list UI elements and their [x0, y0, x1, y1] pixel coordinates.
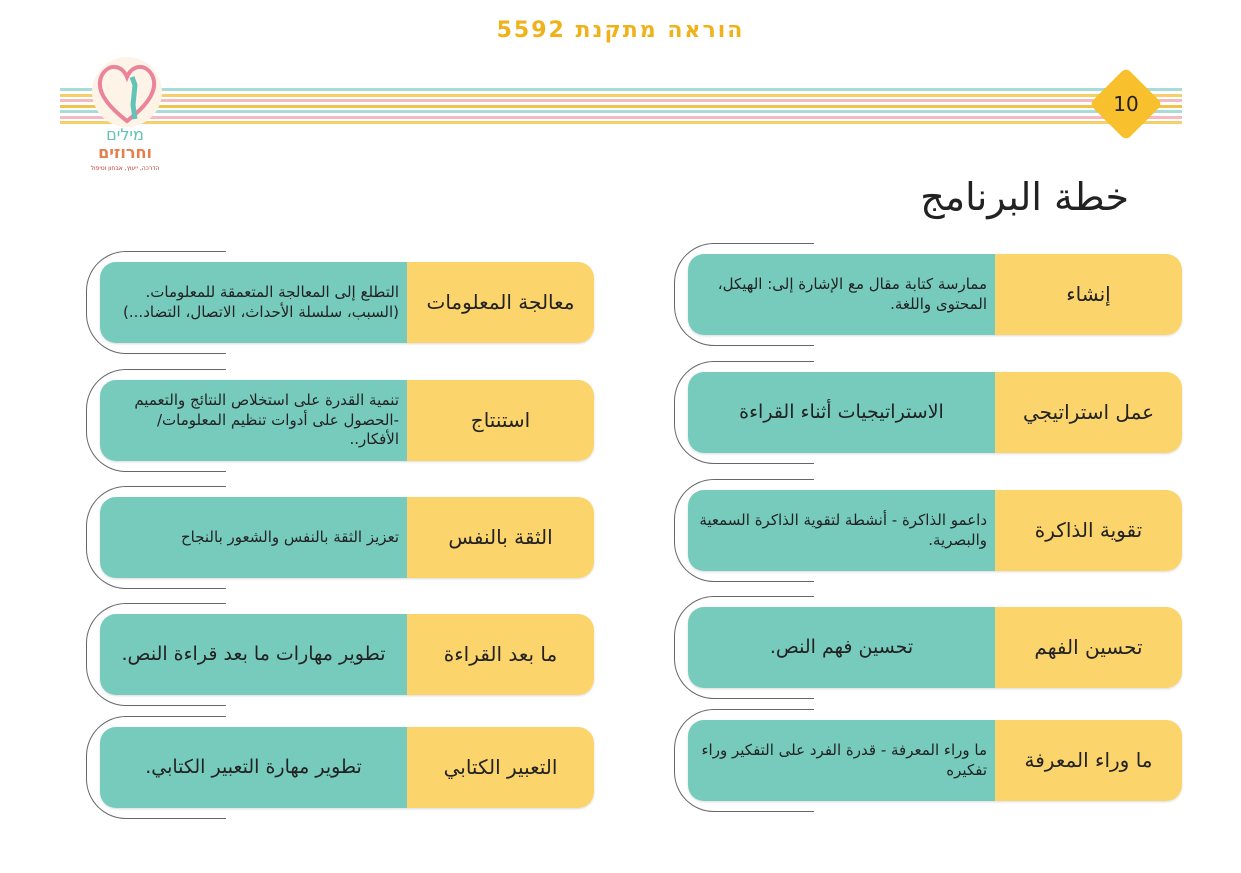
program-box: ما بعد القراءة تطوير مهارات ما بعد قراءة… [100, 614, 594, 695]
bracket-outline [86, 369, 226, 472]
program-item: إنشاء ممارسة كتابة مقال مع الإشارة إلى: … [674, 243, 1182, 346]
program-item: ما وراء المعرفة ما وراء المعرفة - قدرة ا… [674, 709, 1182, 812]
item-description: تعزيز الثقة بالنفس والشعور بالنجاح [100, 497, 407, 578]
program-box: التعبير الكتابي تطوير مهارة التعبير الكت… [100, 727, 594, 808]
item-description: تطوير مهارات ما بعد قراءة النص. [100, 614, 407, 695]
item-label: تحسين الفهم [995, 607, 1182, 688]
item-label: الثقة بالنفس [407, 497, 594, 578]
item-label: إنشاء [995, 254, 1182, 335]
item-label: التعبير الكتابي [407, 727, 594, 808]
bracket-outline [674, 243, 814, 346]
item-description: ممارسة كتابة مقال مع الإشارة إلى: الهيكل… [688, 254, 995, 335]
program-item: التعبير الكتابي تطوير مهارة التعبير الكت… [86, 716, 594, 819]
bracket-outline [674, 596, 814, 699]
logo: מילים וחרוזים הדרכה, ייעוץ, אבחון וטיפול [70, 55, 180, 180]
program-item: استنتاج تنمية القدرة على استخلاص النتائج… [86, 369, 594, 472]
program-item: تحسين الفهم تحسين فهم النص. [674, 596, 1182, 699]
item-description: ما وراء المعرفة - قدرة الفرد على التفكير… [688, 720, 995, 801]
item-description: تنمية القدرة على استخلاص النتائج والتعمي… [100, 380, 407, 461]
program-box: تقوية الذاكرة داعمو الذاكرة - أنشطة لتقو… [688, 490, 1182, 571]
program-box: عمل استراتيجي الاستراتيجيات أثناء القراء… [688, 372, 1182, 453]
program-box: الثقة بالنفس تعزيز الثقة بالنفس والشعور … [100, 497, 594, 578]
bracket-outline [86, 716, 226, 819]
program-item: عمل استراتيجي الاستراتيجيات أثناء القراء… [674, 361, 1182, 464]
item-description: التطلع إلى المعالجة المتعمقة للمعلومات. … [100, 262, 407, 343]
document-header: הוראה מתקנת 5592 [496, 18, 745, 43]
item-label: عمل استراتيجي [995, 372, 1182, 453]
item-description: داعمو الذاكرة - أنشطة لتقوية الذاكرة الس… [688, 490, 995, 571]
logo-tagline: הדרכה, ייעוץ, אבחון וטיפול [90, 165, 160, 172]
bracket-outline [674, 361, 814, 464]
program-item: معالجة المعلومات التطلع إلى المعالجة الم… [86, 251, 594, 354]
logo-text-1: מילים [106, 125, 144, 144]
logo-text-2: וחרוזים [98, 143, 152, 162]
page-number: 10 [1113, 92, 1139, 116]
item-label: تقوية الذاكرة [995, 490, 1182, 571]
bracket-outline [86, 603, 226, 706]
program-item: تقوية الذاكرة داعمو الذاكرة - أنشطة لتقو… [674, 479, 1182, 582]
program-box: ما وراء المعرفة ما وراء المعرفة - قدرة ا… [688, 720, 1182, 801]
item-description: الاستراتيجيات أثناء القراءة [688, 372, 995, 453]
heart-icon [92, 57, 162, 127]
bracket-outline [86, 251, 226, 354]
program-box: إنشاء ممارسة كتابة مقال مع الإشارة إلى: … [688, 254, 1182, 335]
item-label: معالجة المعلومات [407, 262, 594, 343]
item-label: ما وراء المعرفة [995, 720, 1182, 801]
bracket-outline [674, 479, 814, 582]
program-box: معالجة المعلومات التطلع إلى المعالجة الم… [100, 262, 594, 343]
page-title: خطة البرنامج [920, 175, 1129, 219]
bracket-outline [674, 709, 814, 812]
decorative-stripes [60, 88, 1182, 126]
item-label: ما بعد القراءة [407, 614, 594, 695]
item-label: استنتاج [407, 380, 594, 461]
bracket-outline [86, 486, 226, 589]
program-box: تحسين الفهم تحسين فهم النص. [688, 607, 1182, 688]
item-description: تحسين فهم النص. [688, 607, 995, 688]
program-box: استنتاج تنمية القدرة على استخلاص النتائج… [100, 380, 594, 461]
program-item: الثقة بالنفس تعزيز الثقة بالنفس والشعور … [86, 486, 594, 589]
item-description: تطوير مهارة التعبير الكتابي. [100, 727, 407, 808]
program-item: ما بعد القراءة تطوير مهارات ما بعد قراءة… [86, 603, 594, 706]
